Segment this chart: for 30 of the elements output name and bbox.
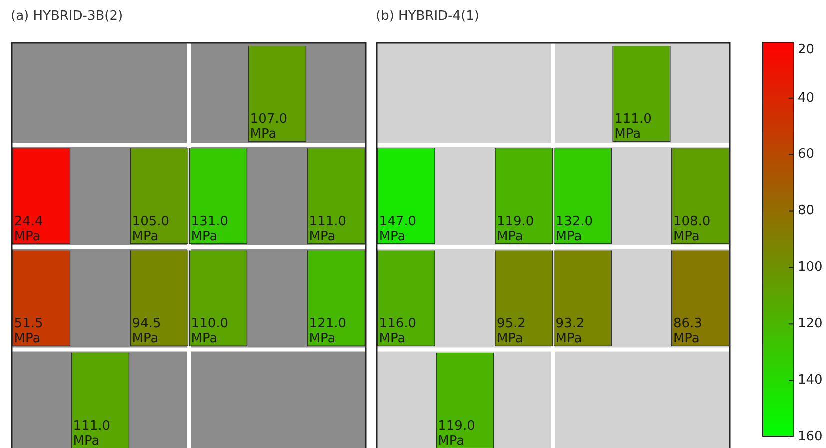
- data-label: 121.0 MPa: [309, 316, 347, 347]
- data-label: 95.2 MPa: [496, 316, 526, 347]
- color-bar-label: 120: [798, 316, 823, 332]
- color-bar-label: 160: [798, 429, 823, 444]
- data-label: 93.2 MPa: [556, 316, 585, 347]
- data-label: 24.4 MPa: [14, 214, 44, 244]
- data-label: 131.0 MPa: [191, 214, 229, 244]
- data-label: 51.5 MPa: [14, 316, 44, 347]
- data-label: 147.0 MPa: [379, 214, 417, 244]
- chart-title: (b) HYBRID-4(1): [376, 9, 480, 24]
- color-bar-label: 40: [798, 90, 815, 106]
- chart-title: (a) HYBRID-3B(2): [11, 9, 124, 24]
- color-bar-label: 20: [798, 42, 815, 58]
- data-label: 94.5 MPa: [132, 316, 162, 347]
- data-label: 110.0 MPa: [191, 316, 229, 347]
- data-label: 119.0 MPa: [496, 214, 534, 244]
- data-label: 111.0 MPa: [309, 214, 347, 244]
- data-label: 105.0 MPa: [132, 214, 170, 244]
- data-label: 108.0 MPa: [673, 214, 711, 244]
- color-bar-label: 80: [798, 204, 815, 219]
- data-label: 107.0 MPa: [250, 112, 288, 142]
- color-bar-label: 100: [798, 260, 823, 276]
- data-label: 111.0 MPa: [73, 418, 111, 448]
- data-label: 132.0 MPa: [556, 214, 594, 244]
- data-label: 116.0 MPa: [379, 316, 417, 347]
- color-bar-label: 60: [798, 147, 815, 162]
- data-label: 111.0 MPa: [614, 112, 652, 142]
- data-label: 86.3 MPa: [673, 316, 702, 347]
- data-label: 119.0 MPa: [438, 418, 476, 448]
- color-bar-label: 140: [798, 372, 823, 388]
